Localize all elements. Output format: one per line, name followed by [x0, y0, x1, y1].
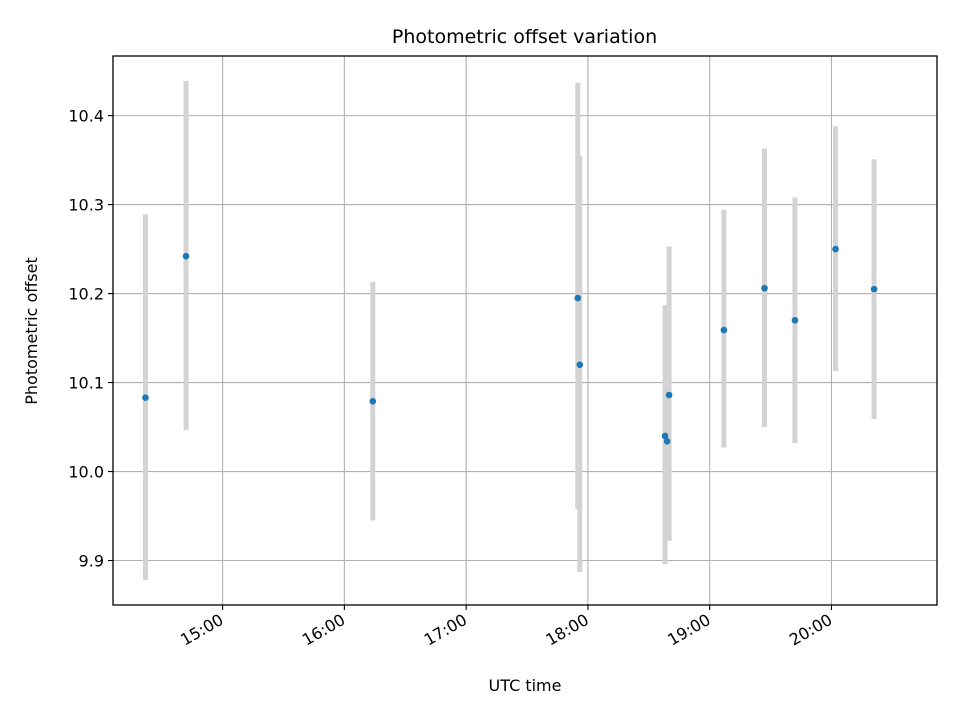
x-axis-label: UTC time [489, 676, 562, 695]
y-tick-label: 10.1 [68, 374, 104, 393]
plot-frame [112, 55, 938, 606]
y-tick-label: 10.2 [68, 285, 104, 304]
y-axis-label: Photometric offset [22, 257, 41, 405]
data-points [142, 245, 878, 445]
y-tick-label: 10.3 [68, 196, 104, 215]
y-tick-label: 10.4 [68, 107, 104, 126]
data-point [369, 397, 377, 405]
grid [113, 56, 937, 605]
data-point [761, 284, 768, 292]
data-point [791, 316, 799, 324]
data-point [720, 326, 728, 334]
data-point [182, 252, 190, 260]
y-tick-label: 9.9 [79, 552, 104, 571]
data-point [832, 245, 839, 253]
data-point [870, 285, 878, 293]
chart-title: Photometric offset variation [392, 26, 657, 48]
data-point [576, 361, 584, 369]
data-point [574, 294, 582, 302]
data-point [142, 394, 149, 401]
data-point [661, 432, 669, 440]
data-point [663, 437, 671, 445]
data-point [665, 391, 673, 399]
y-tick-label: 10.0 [68, 463, 104, 482]
y-axis: 9.9 10.0 10.1 10.2 10.3 10.4 [68, 107, 113, 571]
